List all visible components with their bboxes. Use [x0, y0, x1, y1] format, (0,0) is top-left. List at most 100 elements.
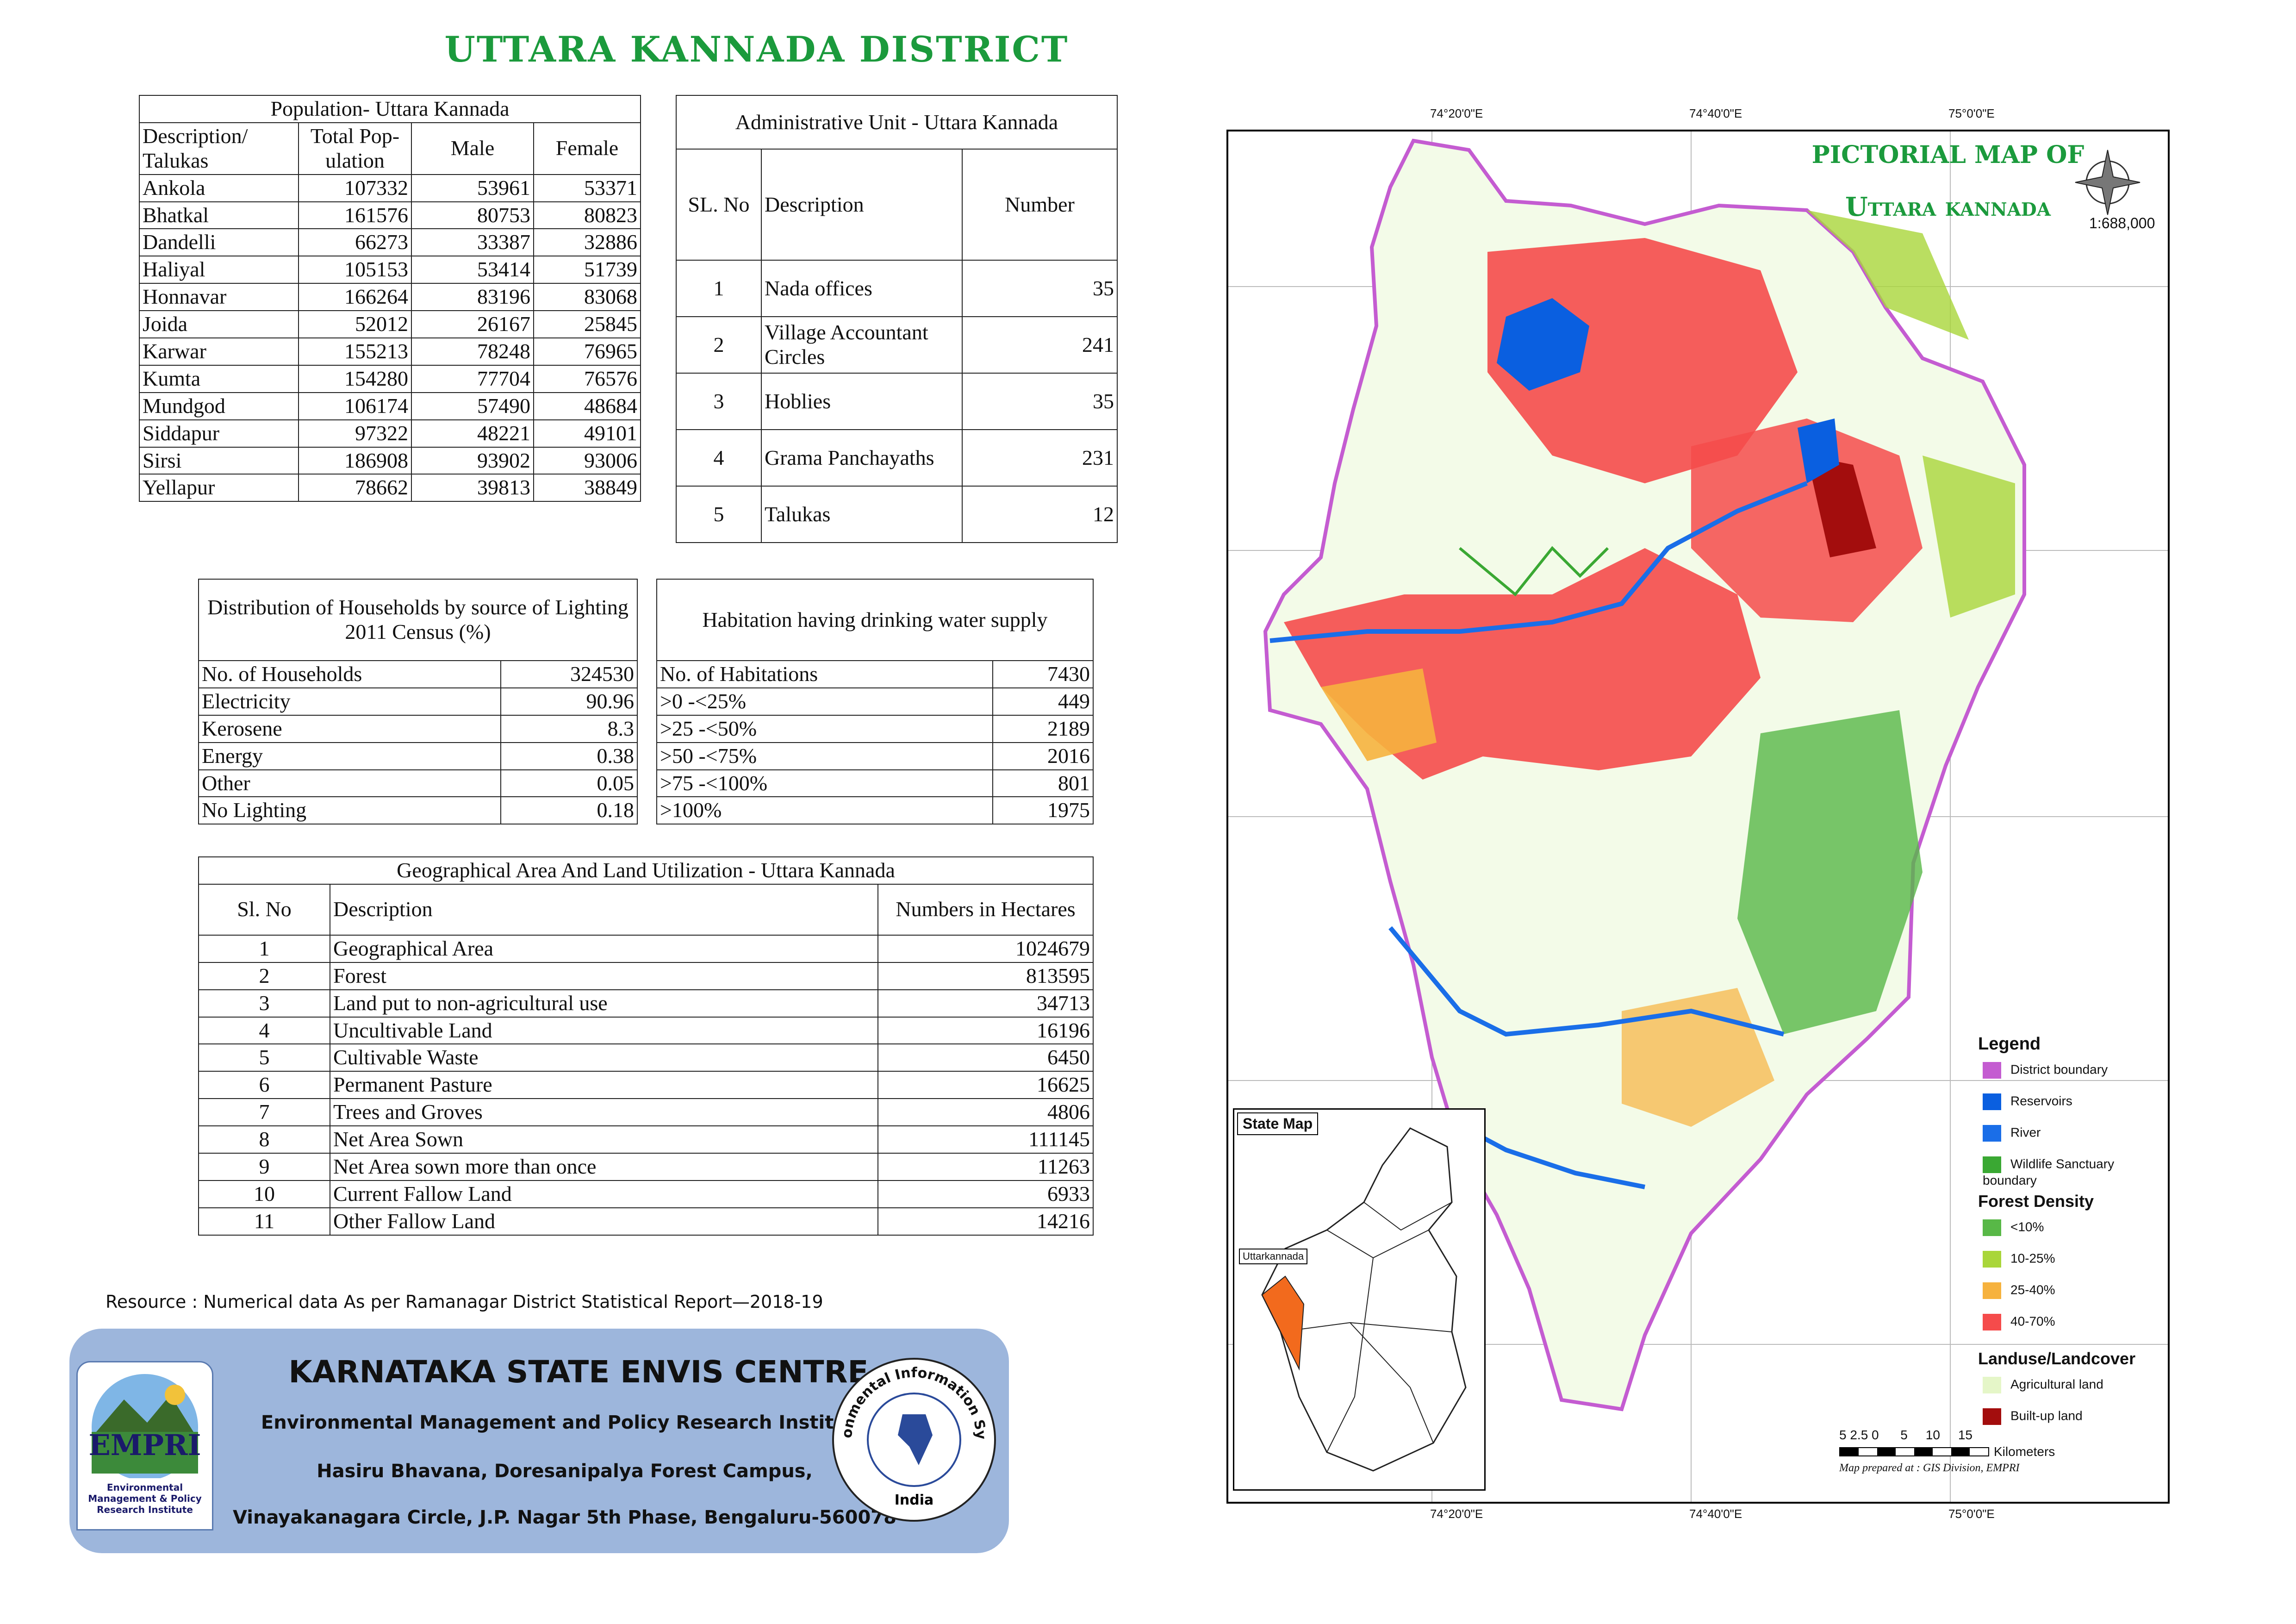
- table-cell: 7430: [992, 660, 1094, 688]
- water-table: Habitation having drinking water supply …: [656, 579, 1094, 825]
- legend: Legend District boundary Reservoirs River W…: [1978, 1034, 2163, 1474]
- table-cell: 35: [962, 373, 1118, 430]
- envis-panel: EMPRI Environmental Management & Policy …: [69, 1329, 1009, 1553]
- table-cell: Honnavar: [139, 283, 299, 312]
- table-cell: 25845: [533, 310, 641, 339]
- table-row: 1 Nada offices 35: [676, 260, 1118, 317]
- table-row: >25 -<50% 2189: [656, 714, 1094, 743]
- table-cell: Talukas: [761, 486, 963, 543]
- table-cell: 0.05: [500, 769, 638, 798]
- table-cell: >25 -<50%: [656, 714, 994, 743]
- table-cell: Forest: [330, 962, 878, 990]
- scalebar-unit: Kilometers: [1994, 1444, 2055, 1459]
- table-cell: 105153: [298, 256, 412, 284]
- table-row: 4 Grama Panchayaths 231: [676, 429, 1118, 487]
- envis-logo: Environmental Information System India: [821, 1342, 1000, 1525]
- table-cell: 78248: [411, 337, 534, 366]
- table-cell: 449: [992, 687, 1094, 716]
- legend-title: Legend: [1978, 1034, 2041, 1054]
- table-cell: 38849: [533, 474, 641, 502]
- table-row: Kumta 154280 77704 76576: [139, 364, 641, 393]
- district-map: [1228, 131, 2168, 1502]
- table-row: 4 Uncultivable Land 16196: [198, 1016, 1094, 1045]
- table-row: 2 Village Accountant Circles 241: [676, 316, 1118, 374]
- table-cell: 11263: [877, 1153, 1094, 1181]
- table-cell: Bhatkal: [139, 201, 299, 230]
- table-cell: Other: [198, 769, 502, 798]
- legend-swatch: [1983, 1282, 2001, 1299]
- table-row: >0 -<25% 449: [656, 687, 1094, 716]
- table-row: 5 Cultivable Waste 6450: [198, 1043, 1094, 1072]
- table-row: Haliyal 105153 53414 51739: [139, 256, 641, 284]
- table-row: Karwar 155213 78248 76965: [139, 337, 641, 366]
- table-cell: Geographical Area: [330, 934, 878, 963]
- table-cell: 52012: [298, 310, 412, 339]
- table-row: 6 Permanent Pasture 16625: [198, 1071, 1094, 1099]
- table-cell: Joida: [139, 310, 299, 339]
- lighting-table: Distribution of Households by source of …: [198, 579, 638, 825]
- table-cell: 78662: [298, 474, 412, 502]
- longitude-label: 74°20'0"E: [1430, 106, 1483, 120]
- table-row: >100% 1975: [656, 796, 1094, 825]
- table-row: 8 Net Area Sown 111145: [198, 1125, 1094, 1154]
- table-caption: Distribution of Households by source of …: [198, 579, 638, 661]
- table-cell: >100%: [656, 796, 994, 825]
- table-cell: 7: [198, 1098, 330, 1127]
- longitude-label: 74°40'0"E: [1689, 1507, 1742, 1521]
- table-row: No. of Households 324530: [198, 660, 638, 688]
- table-cell: 26167: [411, 310, 534, 339]
- map-scale: 1:688,000: [2089, 215, 2155, 231]
- table-cell: Other Fallow Land: [330, 1207, 878, 1236]
- table-cell: 4: [676, 429, 762, 487]
- admin-table: Administrative Unit - Uttara Kannada SL.…: [676, 95, 1118, 543]
- table-cell: 93006: [533, 446, 641, 475]
- table-cell: 32886: [533, 228, 641, 257]
- table-cell: 2: [676, 316, 762, 374]
- state-map-inset: State Map Uttarkannada: [1233, 1108, 1486, 1491]
- table-row: No Lighting 0.18: [198, 796, 638, 825]
- table-cell: 8: [198, 1125, 330, 1154]
- table-row: 2 Forest 813595: [198, 962, 1094, 990]
- legend-item: Wildlife Sanctuary boundary: [1983, 1156, 2163, 1188]
- table-cell: 53371: [533, 174, 641, 202]
- table-cell: 83068: [533, 283, 641, 312]
- legend-swatch: [1983, 1125, 2001, 1142]
- table-cell: No. of Households: [198, 660, 502, 688]
- table-cell: Net Area sown more than once: [330, 1153, 878, 1181]
- table-row: >75 -<100% 801: [656, 769, 1094, 798]
- table-cell: 106174: [298, 392, 412, 420]
- legend-swatch: [1983, 1156, 2001, 1173]
- column-header: Sl. No: [198, 883, 330, 936]
- table-cell: 48221: [411, 419, 534, 448]
- table-cell: 3: [198, 989, 330, 1018]
- table-cell: Karwar: [139, 337, 299, 366]
- table-cell: Sirsi: [139, 446, 299, 475]
- table-cell: >0 -<25%: [656, 687, 994, 716]
- table-cell: 34713: [877, 989, 1094, 1018]
- table-cell: Kerosene: [198, 714, 502, 743]
- legend-label: River: [2010, 1125, 2041, 1140]
- table-cell: 57490: [411, 392, 534, 420]
- table-row: Electricity 90.96: [198, 687, 638, 716]
- table-cell: 53414: [411, 256, 534, 284]
- legend-label: District boundary: [2010, 1062, 2108, 1077]
- legend-item: District boundary: [1983, 1062, 2108, 1079]
- svg-text:India: India: [895, 1492, 934, 1508]
- map-credit: Map prepared at : GIS Division, EMPRI: [1839, 1462, 2020, 1474]
- map-title-line2: Uttara kannada: [1845, 192, 2051, 222]
- legend-label: Reservoirs: [2010, 1093, 2072, 1108]
- table-row: 10 Current Fallow Land 6933: [198, 1180, 1094, 1208]
- table-cell: 10: [198, 1180, 330, 1208]
- legend-item: 40-70%: [1983, 1314, 2055, 1330]
- table-cell: 77704: [411, 364, 534, 393]
- page-title: UTTARA KANNADA DISTRICT: [444, 29, 1069, 70]
- legend-swatch: [1983, 1377, 2001, 1393]
- legend-item: Agricultural land: [1983, 1377, 2103, 1393]
- table-cell: Ankola: [139, 174, 299, 202]
- table-cell: 111145: [877, 1125, 1094, 1154]
- legend-item: <10%: [1983, 1219, 2044, 1236]
- map-title-line1: PICTORIAL MAP OF: [1811, 141, 2084, 169]
- land-table: Geographical Area And Land Utilization -…: [198, 856, 1094, 1236]
- table-cell: 6: [198, 1071, 330, 1099]
- table-caption: Habitation having drinking water supply: [656, 579, 1094, 661]
